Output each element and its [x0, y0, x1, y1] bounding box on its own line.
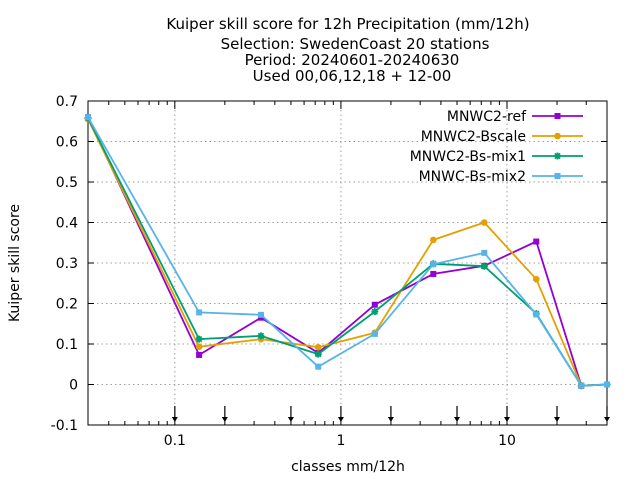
data-point [85, 114, 91, 121]
data-point [430, 270, 437, 277]
data-point [481, 219, 488, 226]
data-point [554, 152, 561, 160]
x-tick-label: 1 [336, 433, 345, 449]
data-point [480, 262, 488, 270]
data-point [578, 382, 585, 389]
data-point [604, 381, 610, 388]
data-point [430, 236, 437, 244]
title-line-4: Used 00,06,12,18 + 12-00 [253, 67, 452, 85]
x-tick-label: 0.1 [164, 433, 186, 449]
grid-lines [88, 101, 607, 425]
y-tick-label: -0.1 [51, 418, 78, 434]
legend-label: MNWC2-Bscale [421, 129, 526, 145]
legend-entry: MNWC-Bs-mix2 [419, 169, 583, 185]
data-point [315, 363, 322, 370]
series-line [87, 117, 608, 387]
x-axis-label: classes mm/12h [291, 459, 405, 475]
data-point [554, 132, 561, 140]
data-point [196, 309, 203, 316]
chart-title: Kuiper skill score for 12h Precipitation… [166, 15, 529, 85]
legend-label: MNWC2-ref [447, 109, 527, 125]
data-point [430, 261, 437, 268]
data-point [554, 173, 561, 179]
series-line [87, 116, 608, 387]
class-boundary-arrow [504, 406, 511, 422]
series-mnwc2-bs-mix1 [84, 114, 611, 390]
plot-frame [87, 100, 608, 426]
title-line-2: Selection: SwedenCoast 20 stations [221, 35, 490, 53]
legend-entry: MNWC2-ref [447, 109, 583, 125]
y-tick-label: 0.2 [56, 297, 78, 313]
y-tick-label: 0 [69, 378, 78, 394]
legend-entry: MNWC2-Bscale [421, 129, 583, 145]
y-tick-label: 0.3 [56, 256, 78, 272]
series-lines [84, 114, 611, 390]
class-boundary-arrow [287, 406, 294, 422]
legend-entry: MNWC2-Bs-mix1 [410, 149, 583, 165]
class-boundary-arrow [387, 406, 394, 422]
class-boundary-arrow [454, 406, 461, 422]
data-point [314, 343, 322, 351]
data-point [554, 113, 561, 119]
y-tick-label: 0.7 [56, 94, 78, 110]
x-tick-label: 10 [498, 433, 516, 449]
data-point [371, 308, 379, 316]
y-tick-label: 0.1 [56, 337, 78, 353]
class-boundary-arrow [171, 406, 178, 422]
title-line-3: Period: 20240601-20240630 [245, 51, 460, 69]
data-point [533, 311, 540, 318]
data-point [532, 275, 540, 283]
series-line [87, 116, 608, 387]
data-point [195, 343, 203, 351]
data-point [533, 238, 540, 245]
data-point [314, 350, 322, 358]
legend-label: MNWC-Bs-mix2 [419, 169, 526, 185]
data-point [257, 311, 264, 318]
data-point [195, 335, 203, 343]
class-boundary-arrow [337, 406, 344, 422]
data-point [481, 249, 488, 256]
y-tick-label: 0.4 [56, 216, 78, 232]
data-point [371, 330, 378, 337]
data-point [371, 301, 378, 308]
series-mnwc-bs-mix2 [85, 114, 610, 389]
axes: -0.1 0 0.1 0.2 0.3 0.4 0.5 0.6 0.7 0.1 1 10 [51, 94, 610, 449]
class-boundary-arrow [221, 406, 228, 422]
legend: MNWC2-ref MNWC2-Bscale MNWC2-Bs-mix1 MNWC-B… [410, 109, 583, 185]
title-line-1: Kuiper skill score for 12h Precipitation… [166, 15, 529, 33]
class-boundary-arrow [554, 406, 561, 422]
y-tick-label: 0.6 [56, 135, 78, 151]
data-point [257, 332, 265, 340]
y-tick-label: 0.5 [56, 175, 78, 191]
series-mnwc2-bscale [84, 115, 611, 390]
y-axis-label: Kuiper skill score [7, 204, 23, 322]
class-boundary-arrow [604, 406, 610, 422]
data-point [196, 351, 203, 358]
series-line [87, 118, 608, 387]
legend-label: MNWC2-Bs-mix1 [410, 149, 526, 165]
